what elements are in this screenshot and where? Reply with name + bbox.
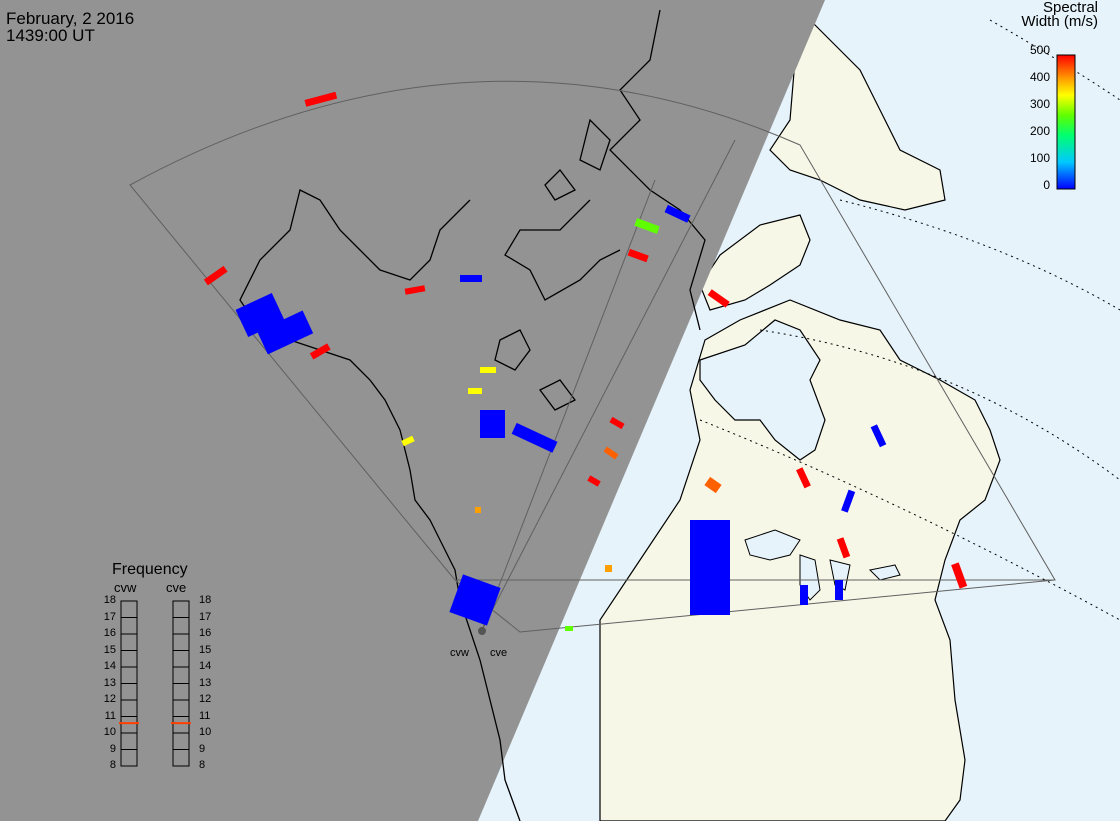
colorbar-tick-200: 200 [1029,124,1050,138]
frequency-tick-right: 10 [199,726,212,738]
frequency-box-cve [172,600,190,618]
site-label-cve: cve [490,647,508,659]
frequency-box-cve [172,716,190,734]
colorbar-tick-400: 400 [1029,70,1050,84]
frequency-box-cve [172,666,190,684]
frequency-box-cvw [120,666,138,684]
colorbar-tick-0: 0 [1043,178,1050,192]
frequency-tick-right: 13 [199,676,212,689]
site-marker-cvw [478,627,486,635]
frequency-tick-left: 9 [109,742,116,755]
frequency-box-cvw [120,617,138,635]
fov-sector [129,80,1056,633]
frequency-box-cve [172,617,190,635]
frequency-box-cve [172,650,190,668]
colorbar-tick-100: 100 [1029,151,1050,165]
frequency-tick-left: 17 [103,610,116,623]
night-terminator [0,0,825,821]
frequency-box-cvw [120,633,138,651]
frequency-tick-right: 12 [199,693,212,705]
colorbar-title-line2: Width (m/s) [1021,13,1098,30]
colorbar-title-line1: Spectral [1042,0,1098,16]
frequency-tick-right: 11 [199,709,211,722]
frequency-box-cve [172,699,190,717]
frequency-box-cvw [120,683,138,701]
frequency-label-cvw: cvw [114,580,137,595]
frequency-tick-left: 13 [103,676,116,689]
frequency-box-cve [172,749,190,767]
backscatter-low [235,204,887,626]
frequency-label-cve: cve [166,580,187,595]
frequency-box-cve [172,633,190,651]
frequency-tick-left: 16 [103,627,116,639]
western-coastline [239,9,706,821]
frequency-box-cve [172,683,190,701]
frequency-tick-right: 17 [199,610,212,623]
colorbar-tick-500: 500 [1029,43,1050,57]
great-lakes [744,529,901,601]
backscatter-mid [401,218,722,631]
colorbar-gradient [1056,54,1076,190]
baffin-island [699,214,811,311]
frequency-tick-left: 15 [103,643,116,656]
frequency-title: Frequency [112,561,188,578]
frequency-tick-left: 18 [103,594,116,606]
frequency-tick-left: 11 [104,709,116,722]
greenland [769,8,946,211]
frequency-box-cvw [120,600,138,618]
site-label-cvw: cvw [450,647,469,659]
frequency-box-cvw [120,716,138,734]
time-label: 1439:00 UT [6,26,95,45]
frequency-tick-left: 8 [109,759,116,771]
frequency-box-cvw [120,749,138,767]
frequency-tick-left: 10 [103,726,116,738]
frequency-tick-left: 14 [103,660,116,672]
hudson-bay [699,319,826,461]
frequency-box-cvw [120,732,138,750]
frequency-tick-right: 16 [199,627,212,639]
frequency-box-cvw [120,699,138,717]
frequency-box-cvw [120,650,138,668]
frequency-gauges [119,600,191,767]
frequency-tick-right: 15 [199,643,212,656]
frequency-tick-left: 12 [103,693,116,705]
frequency-tick-right: 18 [199,594,212,606]
colorbar [1056,54,1076,190]
date-label: February, 2 2016 [6,9,135,28]
colorbar-tick-300: 300 [1029,97,1050,111]
frequency-tick-right: 14 [199,660,212,672]
frequency-tick-right: 8 [199,759,206,771]
frequency-box-cve [172,732,190,750]
frequency-tick-right: 9 [199,742,206,755]
fov-beams [455,139,1055,631]
backscatter-high [203,91,968,589]
